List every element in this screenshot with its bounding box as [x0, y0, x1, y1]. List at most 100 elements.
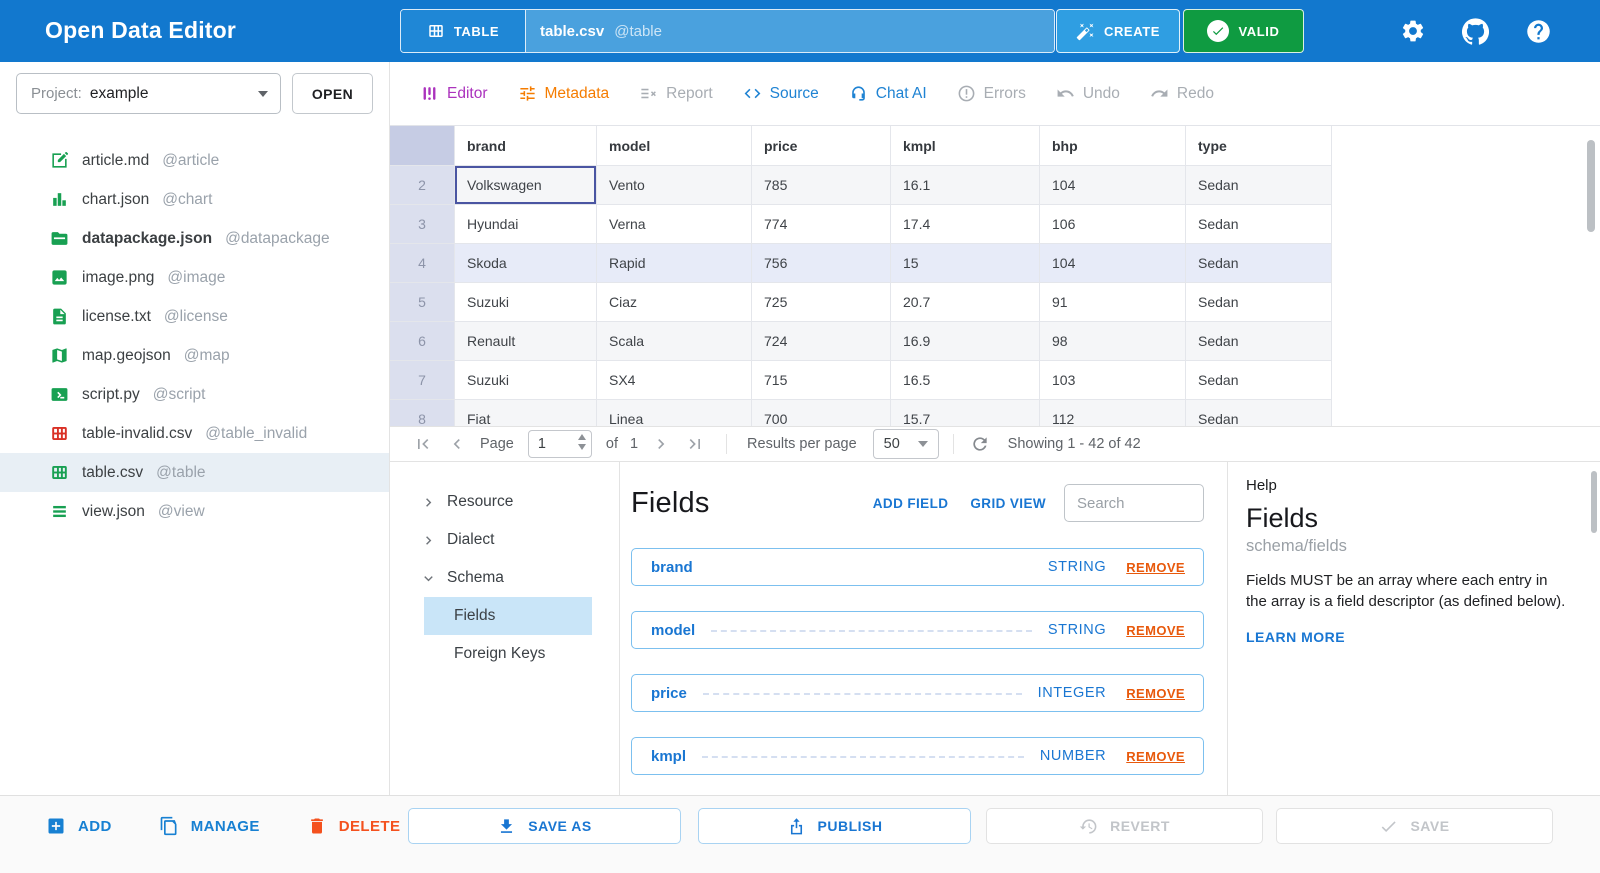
table-cell[interactable]: Sedan [1186, 166, 1332, 205]
table-cell[interactable]: 91 [1040, 283, 1186, 322]
table-view-button[interactable]: TABLE [401, 10, 526, 52]
refresh-icon[interactable] [970, 434, 990, 454]
valid-status-button[interactable]: VALID [1183, 9, 1304, 53]
field-name[interactable]: kmpl [651, 747, 687, 765]
first-page-icon[interactable] [413, 434, 433, 454]
file-item-license[interactable]: license.txt @license [0, 297, 389, 336]
page-spinner[interactable] [577, 434, 586, 450]
learn-more-link[interactable]: LEARN MORE [1246, 629, 1346, 646]
tree-item-fields-selected[interactable]: Fields [424, 597, 592, 635]
tab-undo[interactable]: Undo [1056, 84, 1120, 103]
table-cell[interactable]: 106 [1040, 205, 1186, 244]
grid-scrollbar[interactable] [1587, 140, 1595, 232]
help-icon[interactable] [1525, 18, 1552, 45]
results-per-page-select[interactable]: 50 [872, 429, 939, 459]
file-item-table-invalid[interactable]: table-invalid.csv @table_invalid [0, 414, 389, 453]
document-path[interactable]: table.csv @table [526, 10, 1054, 52]
remove-field-button[interactable]: REMOVE [1126, 685, 1185, 701]
table-cell[interactable]: Vento [597, 166, 752, 205]
table-cell[interactable]: Fiat [455, 400, 597, 426]
field-card-brand[interactable]: brand STRING REMOVE [631, 548, 1204, 586]
table-cell[interactable]: Ciaz [597, 283, 752, 322]
field-card-model[interactable]: model STRING REMOVE [631, 611, 1204, 649]
table-cell[interactable]: 715 [752, 361, 891, 400]
field-name[interactable]: model [651, 621, 696, 639]
table-cell[interactable]: Sedan [1186, 322, 1332, 361]
table-cell[interactable]: 16.5 [891, 361, 1040, 400]
tab-redo[interactable]: Redo [1150, 84, 1214, 103]
grid-view-button[interactable]: GRID VIEW [970, 495, 1046, 511]
table-cell[interactable]: 112 [1040, 400, 1186, 426]
add-field-button[interactable]: ADD FIELD [872, 495, 949, 511]
tree-item-foreign-keys[interactable]: Foreign Keys [390, 635, 619, 673]
field-type[interactable]: STRING [1047, 559, 1107, 575]
table-cell[interactable]: Sedan [1186, 361, 1332, 400]
table-cell[interactable]: Sedan [1186, 400, 1332, 426]
tab-chat-ai[interactable]: Chat AI [849, 84, 927, 103]
file-item-datapackage[interactable]: datapackage.json @datapackage [0, 219, 389, 258]
table-cell[interactable]: Linea [597, 400, 752, 426]
field-name[interactable]: price [651, 684, 687, 702]
table-cell[interactable]: SX4 [597, 361, 752, 400]
revert-button[interactable]: REVERT [986, 808, 1263, 844]
publish-button[interactable]: PUBLISH [698, 808, 971, 844]
table-cell[interactable]: Sedan [1186, 205, 1332, 244]
column-header[interactable]: kmpl [891, 126, 1040, 166]
table-cell[interactable]: 20.7 [891, 283, 1040, 322]
table-cell[interactable]: Sedan [1186, 244, 1332, 283]
table-cell[interactable]: 785 [752, 166, 891, 205]
table-cell[interactable]: Suzuki [455, 283, 597, 322]
tab-report[interactable]: Report [639, 84, 713, 103]
table-cell[interactable]: 104 [1040, 166, 1186, 205]
remove-field-button[interactable]: REMOVE [1126, 559, 1185, 575]
settings-gear-icon[interactable] [1400, 18, 1426, 44]
remove-field-button[interactable]: REMOVE [1126, 748, 1185, 764]
table-cell[interactable]: Hyundai [455, 205, 597, 244]
table-cell[interactable]: Sedan [1186, 283, 1332, 322]
remove-field-button[interactable]: REMOVE [1126, 622, 1185, 638]
tab-source[interactable]: Source [743, 84, 819, 103]
tab-metadata[interactable]: Metadata [518, 84, 609, 103]
table-cell[interactable]: 17.4 [891, 205, 1040, 244]
delete-file-button[interactable]: DELETE [307, 816, 401, 836]
table-cell[interactable]: 98 [1040, 322, 1186, 361]
github-icon[interactable] [1462, 17, 1489, 45]
file-item-article[interactable]: article.md @article [0, 141, 389, 180]
tree-item-dialect[interactable]: Dialect [390, 521, 619, 559]
column-header[interactable]: bhp [1040, 126, 1186, 166]
spinner-down-icon[interactable] [577, 444, 586, 450]
field-type[interactable]: INTEGER [1037, 685, 1107, 701]
tree-item-schema[interactable]: Schema [390, 559, 619, 597]
file-item-view[interactable]: view.json @view [0, 492, 389, 531]
open-project-button[interactable]: OPEN [292, 73, 373, 114]
table-cell[interactable]: 15.7 [891, 400, 1040, 426]
table-cell[interactable]: Verna [597, 205, 752, 244]
help-scrollbar[interactable] [1591, 471, 1597, 533]
save-button[interactable]: SAVE [1276, 808, 1553, 844]
table-cell[interactable]: 756 [752, 244, 891, 283]
table-cell[interactable]: 103 [1040, 361, 1186, 400]
table-cell[interactable]: Skoda [455, 244, 597, 283]
file-item-script[interactable]: script.py @script [0, 375, 389, 414]
file-item-map[interactable]: map.geojson @map [0, 336, 389, 375]
table-cell[interactable]: 774 [752, 205, 891, 244]
table-cell[interactable]: Suzuki [455, 361, 597, 400]
tab-editor[interactable]: Editor [420, 84, 488, 103]
tree-item-resource[interactable]: Resource [390, 483, 619, 521]
field-card-price[interactable]: price INTEGER REMOVE [631, 674, 1204, 712]
column-header[interactable]: price [752, 126, 891, 166]
table-cell-selected[interactable]: Volkswagen [455, 166, 597, 205]
table-cell[interactable]: 15 [891, 244, 1040, 283]
column-header[interactable]: model [597, 126, 752, 166]
file-item-table-selected[interactable]: table.csv @table [0, 453, 389, 492]
table-cell[interactable]: 104 [1040, 244, 1186, 283]
create-button[interactable]: CREATE [1056, 9, 1180, 53]
table-cell[interactable]: 700 [752, 400, 891, 426]
save-as-button[interactable]: SAVE AS [408, 808, 681, 844]
prev-page-icon[interactable] [447, 434, 467, 454]
file-item-image[interactable]: image.png @image [0, 258, 389, 297]
field-name[interactable]: brand [651, 558, 693, 576]
next-page-icon[interactable] [651, 434, 671, 454]
tab-errors[interactable]: Errors [957, 84, 1026, 103]
table-cell[interactable]: 16.1 [891, 166, 1040, 205]
